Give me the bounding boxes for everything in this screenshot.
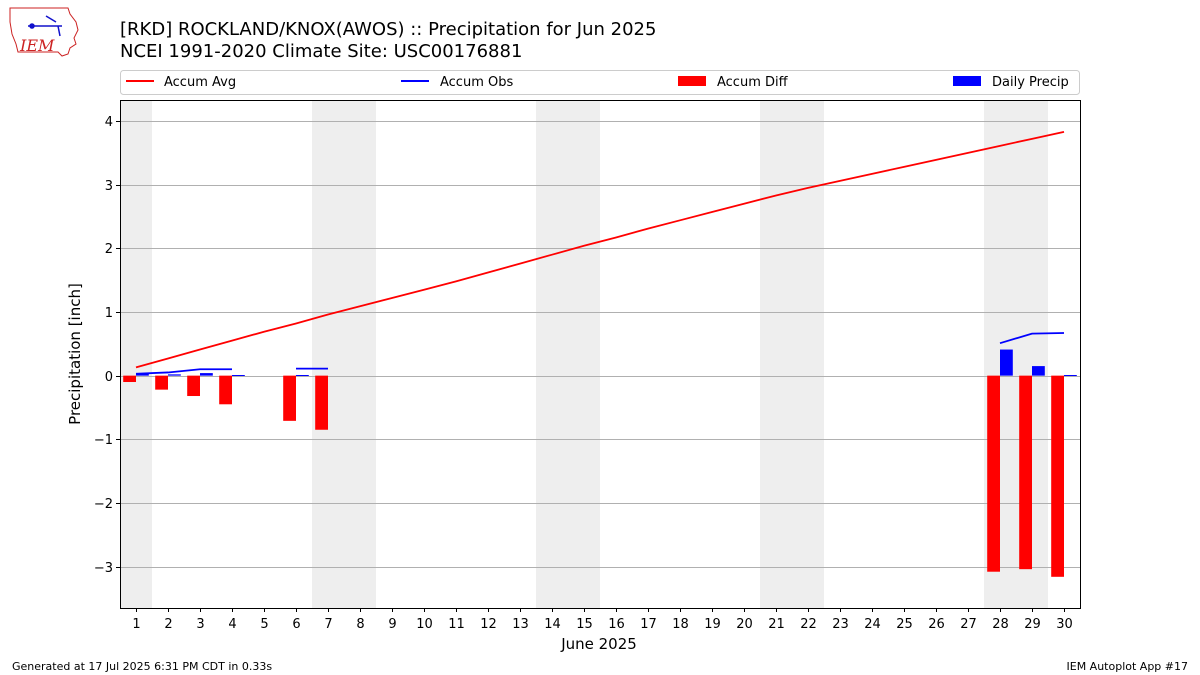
x-tick-label: 2 — [164, 617, 172, 632]
x-tick-label: 5 — [260, 617, 268, 632]
y-tick-label: 2 — [105, 242, 113, 257]
accum-diff-bar — [315, 375, 328, 430]
legend-label-accum-avg: Accum Avg — [164, 75, 236, 90]
daily-precip-bar — [296, 375, 309, 377]
chart-title: [RKD] ROCKLAND/KNOX(AWOS) :: Precipitati… — [120, 19, 656, 40]
accum-diff-bar — [219, 375, 232, 405]
legend: Accum Avg Accum Obs Accum Diff Daily Pre… — [120, 70, 1080, 95]
accum-diff-bar — [987, 375, 1000, 572]
x-tick-label: 13 — [512, 617, 529, 632]
y-tick-label: 3 — [105, 179, 113, 194]
weather-station-icon — [28, 15, 62, 37]
x-tick-label: 27 — [960, 617, 977, 632]
x-axis-ticks: 1 2 3 4 5 6 7 8 9 10 11 12 13 14 15 16 17 18 19 20 21 22 23 24 2… — [132, 608, 1073, 632]
daily-precip-bar — [168, 374, 181, 376]
x-tick-label: 14 — [544, 617, 561, 632]
accum-diff-bars — [123, 375, 1064, 577]
x-tick-label: 15 — [576, 617, 593, 632]
accum-diff-bar — [1019, 375, 1032, 570]
daily-precip-bar — [136, 373, 149, 376]
legend-label-daily-precip: Daily Precip — [992, 75, 1069, 90]
y-tick-label: 1 — [105, 306, 113, 321]
x-tick-label: 6 — [292, 617, 300, 632]
x-tick-label: 20 — [736, 617, 753, 632]
x-tick-label: 29 — [1024, 617, 1041, 632]
weekend-band — [760, 100, 824, 608]
accum-lines — [135, 130, 1065, 375]
x-tick-label: 12 — [480, 617, 497, 632]
accum-diff-bar — [187, 375, 200, 397]
iowa-state-outline — [9, 7, 79, 57]
accum-avg-line — [135, 130, 1065, 369]
legend-swatch-accum-diff — [678, 76, 706, 86]
x-axis-label: June 2025 — [560, 635, 637, 653]
x-tick-label: 10 — [416, 617, 433, 632]
y-axis-ticks: −3 −2 −1 0 1 2 3 4 — [94, 115, 120, 576]
y-axis-label: Precipitation [inch] — [66, 283, 84, 425]
x-tick-label: 17 — [640, 617, 657, 632]
x-tick-label: 18 — [672, 617, 689, 632]
x-tick-label: 1 — [132, 617, 140, 632]
y-tick-label: −3 — [94, 561, 113, 576]
x-tick-label: 19 — [704, 617, 721, 632]
x-tick-label: 22 — [800, 617, 817, 632]
x-tick-label: 3 — [196, 617, 204, 632]
x-tick-label: 8 — [356, 617, 364, 632]
footer-generated: Generated at 17 Jul 2025 6:31 PM CDT in … — [12, 660, 272, 673]
daily-precip-bars — [136, 349, 1077, 377]
daily-precip-bar — [1000, 349, 1013, 376]
daily-precip-bar — [200, 373, 213, 376]
weekend-band — [120, 100, 152, 608]
accum-obs-line — [135, 368, 232, 375]
daily-precip-bar — [1032, 366, 1045, 376]
x-tick-label: 28 — [992, 617, 1009, 632]
x-tick-label: 23 — [832, 617, 849, 632]
iem-logo: IEM — [9, 7, 79, 57]
plot-frame — [120, 100, 1081, 609]
logo-text: IEM — [19, 36, 55, 55]
accum-obs-line — [999, 332, 1065, 345]
x-tick-label: 9 — [388, 617, 396, 632]
daily-precip-bar — [232, 375, 245, 377]
y-tick-label: 0 — [105, 370, 113, 385]
legend-label-accum-diff: Accum Diff — [717, 75, 789, 90]
legend-swatch-daily-precip — [953, 76, 981, 86]
y-tick-label: 4 — [105, 115, 113, 130]
weekend-shading — [120, 100, 1048, 608]
x-tick-label: 21 — [768, 617, 785, 632]
x-tick-label: 11 — [448, 617, 465, 632]
accum-diff-bar — [123, 375, 136, 383]
x-tick-label: 30 — [1056, 617, 1073, 632]
accum-diff-bar — [1051, 375, 1064, 577]
accum-diff-bar — [155, 375, 168, 390]
x-tick-label: 16 — [608, 617, 625, 632]
chart-subtitle: NCEI 1991-2020 Climate Site: USC00176881 — [120, 41, 522, 62]
daily-precip-bar — [1064, 375, 1077, 377]
x-tick-label: 7 — [324, 617, 332, 632]
y-tick-label: −2 — [94, 497, 113, 512]
x-tick-label: 24 — [864, 617, 881, 632]
weekend-band — [312, 100, 376, 608]
x-tick-label: 26 — [928, 617, 945, 632]
legend-frame — [120, 70, 1080, 95]
legend-label-accum-obs: Accum Obs — [440, 75, 513, 90]
y-tick-label: −1 — [94, 433, 113, 448]
x-tick-label: 25 — [896, 617, 913, 632]
accum-diff-bar — [283, 375, 296, 421]
y-gridlines — [120, 121, 1080, 568]
footer-app: IEM Autoplot App #17 — [1067, 660, 1189, 673]
weekend-band — [536, 100, 600, 608]
x-tick-label: 4 — [228, 617, 236, 632]
